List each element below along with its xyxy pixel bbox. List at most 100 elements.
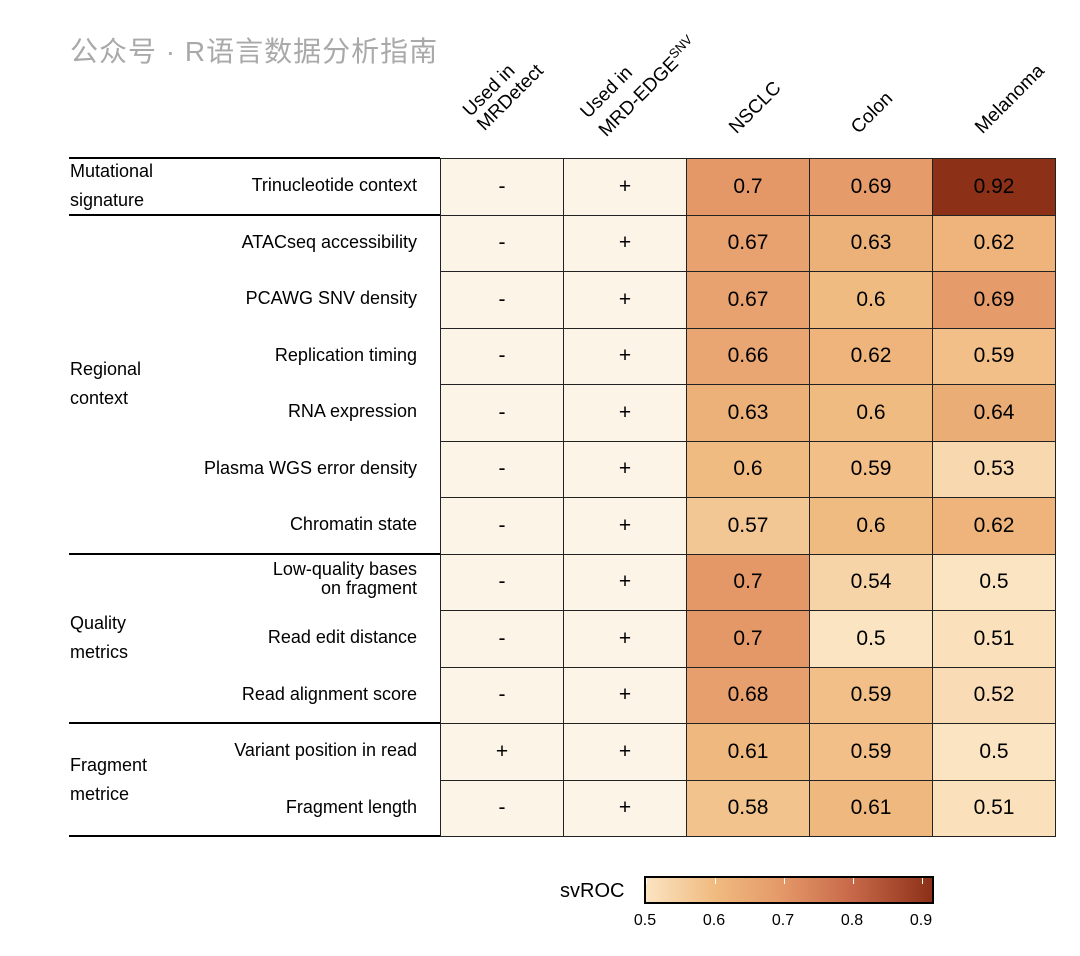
heat-cell: 0.66 (686, 327, 810, 385)
binary-cell: + (563, 666, 687, 724)
row-label: Trinucleotide context (251, 175, 417, 195)
legend-tick-label: 0.6 (702, 912, 726, 929)
heat-cell: 0.69 (932, 271, 1056, 329)
heat-cell: 0.59 (809, 440, 933, 498)
column-header: Used in MRDetect (459, 47, 548, 135)
legend-tick-mark (853, 878, 854, 884)
binary-cell: + (563, 497, 687, 555)
heat-cell: 0.7 (686, 610, 810, 668)
heat-cell: 0.58 (686, 779, 810, 837)
heat-cell: 0.6 (809, 497, 933, 555)
binary-cell: - (440, 271, 564, 329)
heat-cell: 0.53 (932, 440, 1056, 498)
heat-cell: 0.61 (809, 779, 933, 837)
binary-cell: - (440, 779, 564, 837)
heat-cell: 0.57 (686, 497, 810, 555)
row-label: Variant position in read (234, 740, 417, 760)
legend-title: svROC (560, 880, 625, 902)
group-label: Quality metrics (70, 613, 128, 663)
binary-cell: + (563, 158, 687, 216)
group-divider (69, 552, 440, 555)
legend-tick-label: 0.7 (771, 912, 795, 929)
heat-cell: 0.6 (686, 440, 810, 498)
row-label: Read edit distance (267, 627, 417, 647)
heat-cell: 0.5 (932, 723, 1056, 781)
legend-tick-mark (646, 878, 647, 884)
legend-tick-mark (922, 878, 923, 884)
heat-cell: 0.6 (809, 271, 933, 329)
heat-cell: 0.51 (932, 779, 1056, 837)
heat-cell: 0.92 (932, 158, 1056, 216)
header-superscript: SNV (665, 32, 696, 62)
row-label: Chromatin state (289, 514, 417, 534)
binary-cell: + (563, 723, 687, 781)
heat-cell: 0.63 (809, 214, 933, 272)
heat-cell: 0.52 (932, 666, 1056, 724)
heat-cell: 0.68 (686, 666, 810, 724)
binary-cell: - (440, 440, 564, 498)
binary-cell: + (563, 327, 687, 385)
heat-cell: 0.5 (932, 553, 1056, 611)
binary-cell: - (440, 327, 564, 385)
legend-colorbar (644, 876, 934, 904)
row-label: RNA expression (287, 401, 417, 421)
row-label: Plasma WGS error density (203, 457, 417, 478)
binary-cell: - (440, 553, 564, 611)
column-header: NSCLC (725, 77, 786, 138)
heat-cell: 0.54 (809, 553, 933, 611)
heat-cell: 0.62 (809, 327, 933, 385)
heat-cell: 0.5 (809, 610, 933, 668)
heat-cell: 0.69 (809, 158, 933, 216)
column-header: Colon (847, 88, 898, 138)
group-label: Fragment metrice (70, 754, 148, 804)
binary-cell: - (440, 610, 564, 668)
binary-cell: + (563, 440, 687, 498)
binary-cell: - (440, 384, 564, 442)
heat-cell: 0.63 (686, 384, 810, 442)
binary-cell: + (563, 610, 687, 668)
row-label: PCAWG SNV density (245, 288, 417, 308)
legend-tick-label: 0.9 (909, 912, 933, 929)
binary-cell: - (440, 158, 564, 216)
group-label: Mutational signature (70, 161, 154, 211)
heat-cell: 0.7 (686, 553, 810, 611)
row-label: Low-quality bases on fragment (272, 558, 417, 598)
group-divider (69, 157, 440, 159)
row-label: Replication timing (274, 344, 417, 365)
legend-tick-label: 0.8 (840, 912, 864, 929)
binary-cell: + (563, 384, 687, 442)
binary-cell: - (440, 666, 564, 724)
heat-cell: 0.51 (932, 610, 1056, 668)
binary-cell: + (440, 723, 564, 781)
binary-cell: + (563, 553, 687, 611)
heat-cell: 0.61 (686, 723, 810, 781)
heat-cell: 0.67 (686, 271, 810, 329)
heat-cell: 0.7 (686, 158, 810, 216)
heat-cell: 0.64 (932, 384, 1056, 442)
row-label: Read alignment score (241, 683, 417, 704)
heat-cell: 0.6 (809, 384, 933, 442)
group-divider (69, 835, 440, 837)
heat-cell: 0.59 (809, 723, 933, 781)
column-header: Melanoma (971, 60, 1049, 138)
heat-cell: 0.67 (686, 214, 810, 272)
row-label: Fragment length (285, 796, 417, 817)
heat-cell: 0.59 (932, 327, 1056, 385)
heat-cell: 0.59 (809, 666, 933, 724)
legend-tick-mark (784, 878, 785, 884)
legend-tick-label: 0.5 (633, 912, 657, 929)
binary-cell: + (563, 214, 687, 272)
binary-cell: - (440, 497, 564, 555)
watermark: 公众号 · R语言数据分析指南 (70, 36, 439, 67)
group-label: Regional context (70, 359, 142, 408)
column-header: Used in MRD-EDGESNV (577, 17, 702, 142)
group-divider (69, 722, 440, 724)
binary-cell: + (563, 271, 687, 329)
heat-cell: 0.62 (932, 214, 1056, 272)
binary-cell: - (440, 214, 564, 272)
legend-tick-mark (715, 878, 716, 884)
heat-cell: 0.62 (932, 497, 1056, 555)
group-divider (69, 213, 440, 216)
binary-cell: + (563, 779, 687, 837)
